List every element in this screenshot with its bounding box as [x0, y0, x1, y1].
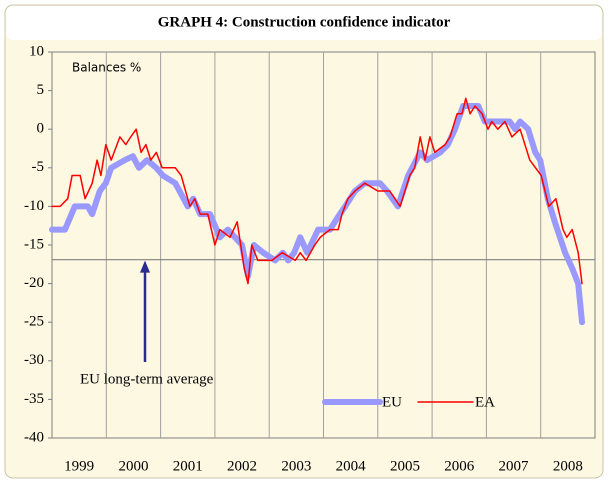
annotation: EU long-term average [80, 371, 214, 387]
x-tick-label: 2004 [336, 458, 367, 474]
arrow-head [140, 260, 150, 273]
x-tick-label: 2001 [173, 458, 203, 474]
y-tick-label: -20 [24, 275, 44, 291]
x-tick-label: 2003 [281, 458, 311, 474]
y-tick-label: -35 [24, 391, 44, 407]
y-tick-label: 0 [37, 121, 45, 137]
y-tick-label: -30 [24, 352, 44, 368]
legend-label: EU [382, 394, 402, 410]
y-tick-label: -40 [24, 429, 44, 445]
x-tick-label: 2008 [553, 458, 583, 474]
y-tick-label: -25 [24, 314, 44, 330]
x-tick-label: 2002 [227, 458, 257, 474]
x-tick-label: 2007 [499, 458, 530, 474]
x-tick-label: 1999 [64, 458, 94, 474]
x-tick-label: 2000 [118, 458, 148, 474]
x-tick-label: 2005 [390, 458, 420, 474]
y-tick-label: 5 [37, 82, 45, 98]
y-tick-label: -5 [32, 159, 45, 175]
title-band [6, 6, 602, 40]
x-tick-label: 2006 [444, 458, 475, 474]
y-tick-label: -10 [24, 198, 44, 214]
y-tick-label: -15 [24, 236, 44, 252]
line-ea [51, 97, 583, 285]
line-eu [49, 103, 585, 326]
chart-title: GRAPH 4: Construction confidence indicat… [158, 14, 451, 30]
y-tick-label: 10 [29, 43, 44, 59]
legend-label: EA [475, 394, 495, 410]
